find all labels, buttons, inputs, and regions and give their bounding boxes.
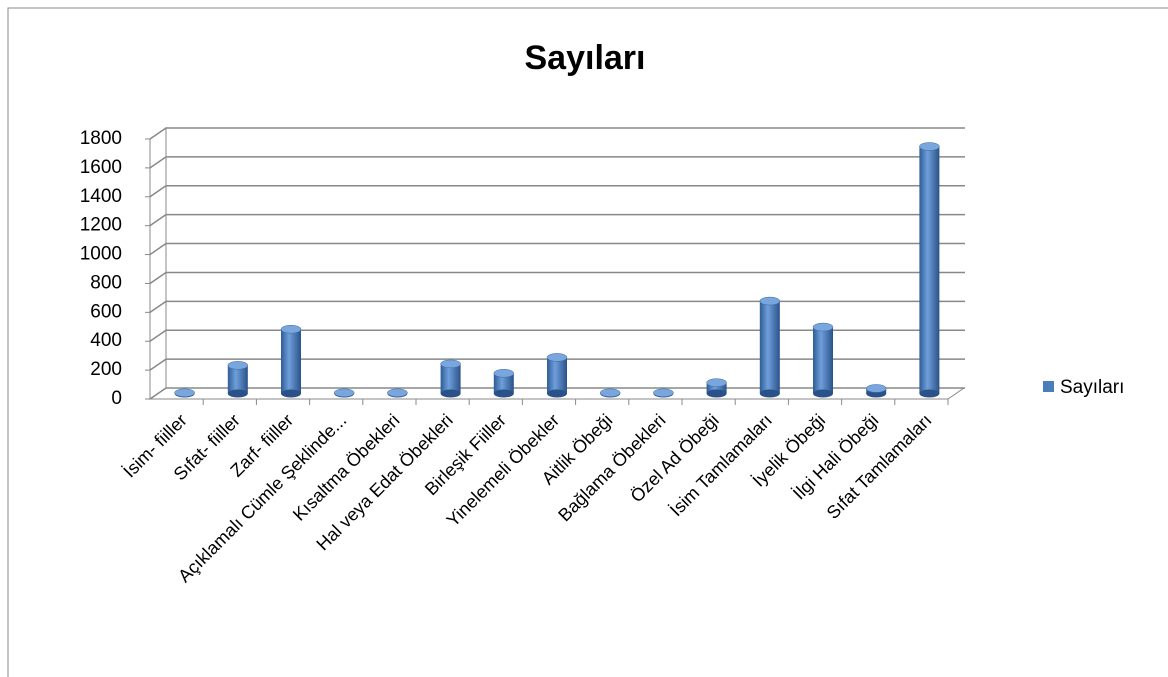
- legend-swatch: [1043, 381, 1054, 392]
- grid-line: [149, 271, 965, 285]
- bar-cap: [919, 142, 940, 151]
- bar: [919, 146, 940, 394]
- bar: [493, 373, 514, 394]
- chart-border: [7, 7, 1168, 677]
- y-tick-label: 600: [90, 301, 122, 322]
- grid-line: [149, 329, 965, 342]
- bar-base: [706, 389, 727, 398]
- bar-base: [281, 389, 301, 398]
- bar-cap: [387, 388, 408, 398]
- bar-base: [227, 389, 248, 398]
- bar-base: [813, 389, 833, 398]
- y-tick-label: 1600: [80, 157, 122, 178]
- bar-cap: [759, 296, 781, 306]
- y-tick-label: 1800: [80, 128, 122, 149]
- grid-line: [149, 387, 965, 400]
- grid-line: [149, 127, 965, 140]
- grid-line: [149, 242, 965, 256]
- grid-line: [149, 185, 965, 198]
- bar-cap: [599, 388, 621, 398]
- bar-cap: [280, 324, 302, 334]
- bar: [813, 327, 833, 394]
- y-tick-label: 0: [111, 388, 122, 409]
- y-tick-label: 200: [90, 359, 122, 380]
- bar-cap: [333, 388, 355, 398]
- bar: [759, 301, 780, 394]
- bar: [227, 365, 248, 394]
- bar-base: [440, 389, 461, 398]
- bar-base: [493, 389, 514, 398]
- grid-line: [149, 156, 965, 169]
- bar: [281, 329, 301, 394]
- bar-cap: [653, 388, 674, 398]
- legend-label: Sayıları: [1060, 377, 1124, 398]
- bar: [440, 363, 461, 394]
- bar: [706, 382, 727, 394]
- y-tick-label: 800: [90, 272, 122, 293]
- chart-title: Sayıları: [525, 39, 646, 77]
- bar-base: [547, 389, 567, 398]
- bar: [547, 357, 567, 394]
- y-tick-label: 1200: [80, 215, 122, 236]
- bar-base: [759, 389, 780, 398]
- grid-line: [149, 300, 965, 313]
- grid-line: [149, 358, 965, 371]
- y-tick-label: 1400: [80, 186, 122, 207]
- bar-cap: [546, 353, 568, 362]
- grid-line: [149, 213, 965, 227]
- bar-cap: [227, 361, 249, 370]
- bar-cap: [812, 322, 834, 332]
- bar-base: [919, 389, 940, 398]
- bar-cap: [440, 359, 461, 369]
- bar-cap: [493, 369, 515, 378]
- y-tick-label: 400: [90, 330, 122, 351]
- bar-cap: [706, 378, 727, 387]
- y-tick-label: 1000: [80, 244, 122, 265]
- bar-cap: [174, 388, 195, 398]
- bar-cap: [865, 384, 887, 393]
